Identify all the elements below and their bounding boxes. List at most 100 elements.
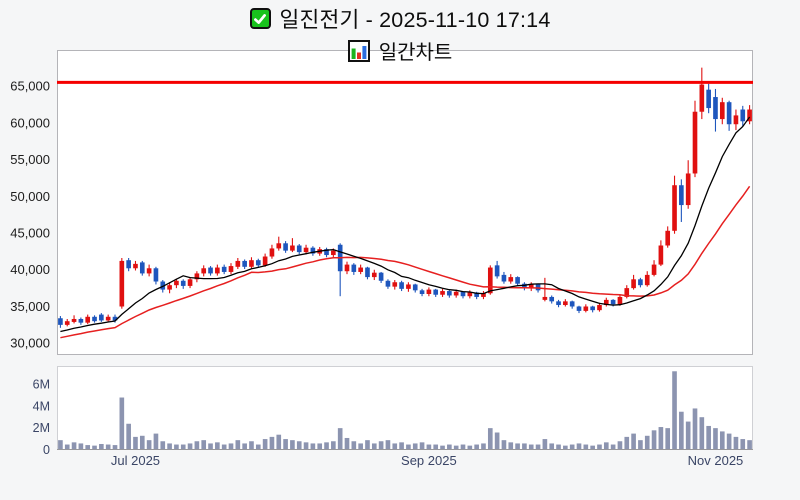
volume-bar bbox=[160, 441, 166, 449]
volume-bar bbox=[658, 427, 664, 449]
chart-subtitle: 일간차트 bbox=[378, 42, 453, 64]
candle-body bbox=[99, 314, 104, 321]
volume-bar bbox=[706, 425, 711, 449]
candle-body bbox=[433, 289, 439, 295]
volume-bar bbox=[283, 439, 288, 449]
volume-bar bbox=[603, 442, 609, 449]
price-tick-label: 60,000 bbox=[10, 115, 50, 130]
volume-bar bbox=[549, 443, 555, 449]
candle-body bbox=[447, 291, 452, 296]
price-panel bbox=[57, 50, 753, 355]
candle-body bbox=[399, 282, 404, 289]
volume-bar bbox=[215, 442, 220, 449]
candle-body bbox=[487, 267, 493, 294]
candle-body bbox=[126, 260, 131, 269]
volume-bar bbox=[542, 439, 548, 449]
volume-bar bbox=[740, 439, 746, 449]
candle-body bbox=[174, 280, 179, 286]
volume-bar bbox=[467, 445, 473, 449]
candle-body bbox=[651, 264, 657, 275]
volume-bar bbox=[583, 444, 589, 449]
candle-body bbox=[679, 185, 684, 206]
month-label: Nov 2025 bbox=[688, 453, 744, 468]
candle-body bbox=[194, 273, 200, 280]
volume-bar bbox=[344, 437, 350, 449]
candle-body bbox=[665, 230, 671, 246]
volume-tick-label: 0 bbox=[43, 443, 50, 457]
bar-chart-icon-glyph bbox=[347, 39, 370, 62]
candle-body bbox=[180, 280, 186, 286]
candle-body bbox=[569, 301, 575, 307]
candle-body bbox=[358, 267, 363, 272]
volume-bar bbox=[303, 442, 309, 449]
candle-body bbox=[631, 279, 636, 289]
volume-bar bbox=[665, 428, 671, 449]
candle-body bbox=[426, 289, 432, 294]
candle-body bbox=[713, 97, 718, 120]
volume-bar bbox=[651, 430, 657, 449]
candle-body bbox=[467, 292, 473, 297]
volume-bar bbox=[563, 445, 568, 449]
volume-bar bbox=[631, 433, 636, 449]
volume-bar bbox=[617, 441, 623, 449]
candle-body bbox=[692, 111, 698, 174]
price-tick-label: 55,000 bbox=[10, 152, 50, 167]
candle-body bbox=[64, 321, 70, 325]
candle-body bbox=[658, 245, 664, 265]
volume-bar bbox=[624, 436, 630, 449]
price-tick-label: 65,000 bbox=[10, 79, 50, 94]
candle-body bbox=[494, 265, 500, 277]
candle-body bbox=[392, 282, 398, 287]
volume-bar bbox=[515, 443, 520, 449]
volume-bar bbox=[358, 443, 363, 449]
volume-bar bbox=[644, 435, 650, 449]
volume-bar bbox=[290, 440, 295, 449]
volume-bar bbox=[556, 444, 561, 449]
candle-body bbox=[139, 262, 145, 274]
candle-body bbox=[133, 263, 138, 269]
volume-bar bbox=[174, 444, 179, 449]
volume-bar bbox=[119, 397, 125, 449]
volume-bar bbox=[433, 444, 439, 449]
candle-body bbox=[733, 115, 739, 125]
candle-body bbox=[460, 291, 466, 297]
candle-body bbox=[419, 290, 425, 294]
volume-bar bbox=[112, 445, 118, 449]
candle-body bbox=[726, 102, 732, 125]
candle-body bbox=[542, 296, 548, 300]
candle-body bbox=[365, 267, 370, 278]
candle-body bbox=[549, 296, 555, 302]
candle-body bbox=[610, 299, 616, 305]
candle-body bbox=[624, 288, 630, 297]
price-tick-label: 30,000 bbox=[10, 336, 50, 351]
candle-body bbox=[146, 268, 152, 274]
candle-body bbox=[201, 268, 207, 274]
volume-bar bbox=[58, 440, 63, 449]
candle-body bbox=[351, 264, 357, 272]
volume-bar bbox=[638, 440, 643, 449]
volume-bar bbox=[597, 444, 602, 449]
volume-bar bbox=[153, 433, 159, 449]
volume-bar bbox=[385, 440, 391, 449]
volume-bar bbox=[310, 443, 316, 449]
candle-body bbox=[160, 281, 166, 290]
candle-body bbox=[740, 109, 746, 122]
volume-bar bbox=[399, 442, 404, 449]
candle-body bbox=[597, 305, 602, 311]
candle-body bbox=[276, 243, 282, 249]
candle-body bbox=[153, 268, 159, 282]
candle-body bbox=[638, 279, 643, 286]
volume-bar bbox=[317, 443, 323, 449]
candle-body bbox=[576, 306, 582, 311]
candle-body bbox=[296, 245, 302, 253]
volume-bar bbox=[139, 435, 145, 449]
volume-bar bbox=[392, 443, 398, 449]
candle-body bbox=[685, 173, 691, 206]
volume-bar bbox=[508, 442, 514, 449]
candle-body bbox=[563, 301, 568, 306]
candle-body bbox=[228, 266, 234, 272]
volume-bar bbox=[412, 443, 418, 449]
month-label: Jul 2025 bbox=[111, 453, 160, 468]
volume-bar bbox=[255, 444, 261, 449]
candle-body bbox=[699, 84, 705, 112]
